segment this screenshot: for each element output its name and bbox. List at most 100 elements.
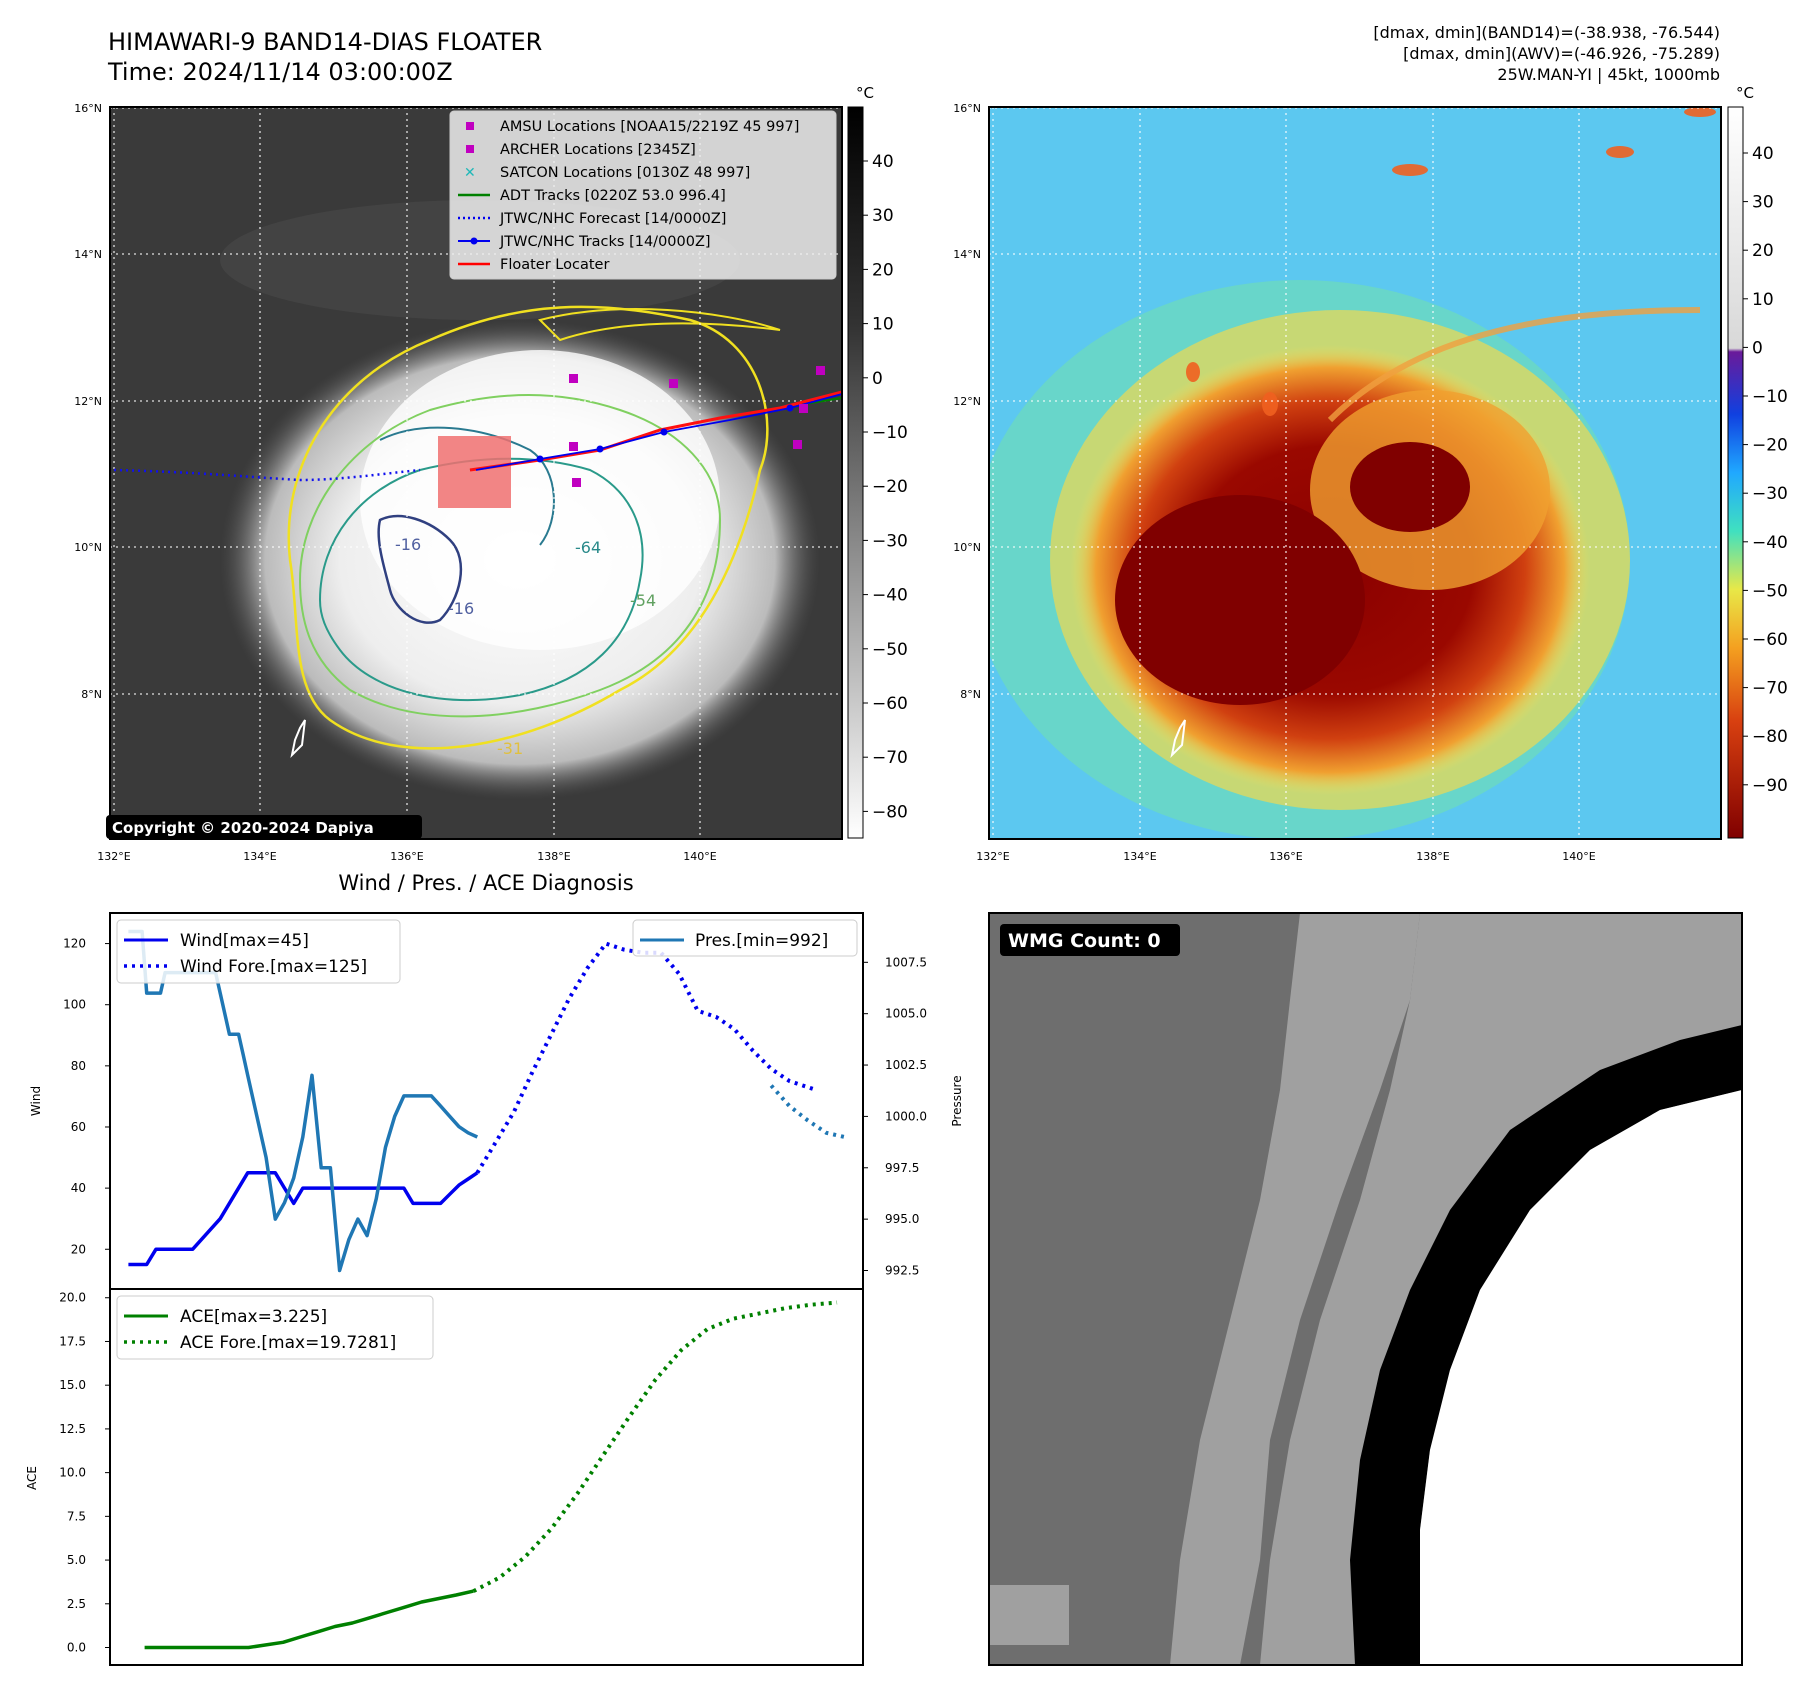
colorbar-tick-label: −20 [872,477,908,497]
outflow-band [1327,307,1701,423]
pres-fore-series [769,1084,846,1139]
ace-tick-label: 7.5 [67,1509,86,1523]
lat-label: 14°N [74,248,102,261]
ace-chart: 0.0 2.5 5.0 7.5 10.0 12.5 15.0 17.5 20.0 ACE ACE… [25,1288,864,1666]
legend-archer-marker [466,145,474,153]
diagnosis-title: Wind / Pres. / ACE Diagnosis [338,871,633,895]
colorbar-unit: °C [856,84,874,102]
pressure-tick-label: 1002.5 [885,1058,927,1072]
wind-tick-label: 60 [71,1120,86,1134]
ir-map-panel: -16 -16 -64 -54 -31 AMSU Locations [NOAA… [74,102,843,863]
lon-label: 132°E [97,850,130,863]
colorbar-gray: °C 40 30 20 10 0 −10 −20 −30 −40 −50 −60 −70 −80 [847,84,908,839]
island-outline [1170,719,1186,759]
info-band14: [dmax, dmin](BAND14)=(-38.938, -76.544) [1373,23,1720,42]
colorbar-tick-label: −20 [1752,436,1788,456]
lat-label: 8°N [960,688,981,701]
pressure-tick-label: 992.5 [885,1264,919,1278]
ace-tick-label: 10.0 [59,1466,86,1480]
pressure-tick-label: 1007.5 [885,955,927,969]
lon-label: 136°E [1269,850,1302,863]
legend-wind-fore: Wind Fore.[max=125] [180,957,367,977]
info-storm: 25W.MAN-YI | 45kt, 1000mb [1497,65,1720,84]
ace-tick-label: 5.0 [67,1553,86,1567]
contour-minus64 [318,457,644,701]
ace-tick-label: 12.5 [59,1422,86,1436]
legend-pressure: Pres.[min=992] [695,931,828,951]
colorbar-tick-label: −80 [872,802,908,822]
cold-top-north [1350,442,1470,532]
lat-label: 16°N [74,102,102,115]
pressure-tick-label: 997.5 [885,1161,919,1175]
jtwc-track-points [536,404,794,463]
colorbar-tick-label: −40 [872,586,908,606]
contour-label: -16 [395,535,421,554]
colorbar-tick-label: −30 [872,531,908,551]
ace-tick-label: 0.0 [67,1641,86,1655]
wmg-region-dark [1350,1025,1742,1665]
forecast-track [113,468,421,482]
colorbar-tick-label: 0 [872,369,883,389]
wind-tick-label: 100 [63,998,86,1012]
legend-ace: ACE[max=3.225] [180,1307,327,1327]
wind-axis-label: Wind [29,1086,43,1116]
lat-label: 10°N [74,541,102,554]
pressure-tick-label: 995.0 [885,1212,919,1226]
colorbar-tick-label: −30 [1752,484,1788,504]
contour-label: -64 [575,538,601,557]
lon-label: 138°E [1416,850,1449,863]
colorbar-tick-label: −40 [1752,533,1788,553]
wmg-frame [988,912,1743,1666]
lon-label: 134°E [243,850,276,863]
colorbar-tick-label: −50 [1752,581,1788,601]
colorbar-tick-label: −60 [872,694,908,714]
wmg-count: WMG Count: 0 [1008,930,1161,952]
ace-axis-label: ACE [25,1466,39,1490]
colorbar-tick-label: −70 [872,748,908,768]
lat-label: 10°N [953,541,981,554]
legend-item: SATCON Locations [0130Z 48 997] [500,165,750,181]
lon-label: 138°E [537,850,570,863]
colorbar-tick-label: −50 [872,640,908,660]
island-outline [290,719,306,759]
ace-legend: ACE[max=3.225] ACE Fore.[max=19.7281] [116,1295,434,1360]
legend-wind: Wind[max=45] [180,931,309,951]
colorbar-tick-label: 10 [872,315,894,335]
contour-minus31 [287,305,769,750]
legend-item: ARCHER Locations [2345Z] [500,142,696,158]
contour-label: -31 [497,739,523,758]
contour-label: -54 [630,591,656,610]
awv-map-panel: 16°N 14°N 12°N 10°N 8°N 132°E 134°E 136°… [953,102,1722,863]
archer-markers [569,366,825,487]
copyright: Copyright © 2020-2024 Dapiya [112,819,374,837]
map-legend: AMSU Locations [NOAA15/2219Z 45 997] ARC… [449,110,837,280]
wind-tick-label: 20 [71,1242,86,1256]
legend-jtwc-dot [470,237,478,245]
info-awv: [dmax, dmin](AWV)=(-46.926, -75.289) [1403,44,1720,63]
ace-fore-series [472,1300,838,1593]
wind-pressure-chart: 20 40 60 80 100 120 992.5 995.0 997.5 1000.0 1002… [29,912,964,1290]
legend-item: JTWC/NHC Forecast [14/0000Z] [499,211,726,227]
colorbar-tick-label: −80 [1752,727,1788,747]
wmg-region-white [1420,1090,1742,1665]
lon-label: 140°E [1562,850,1595,863]
colorbar-tick-label: 30 [1752,193,1774,213]
legend-item: ADT Tracks [0220Z 53.0 996.4] [500,188,726,204]
wind-tick-label: 40 [71,1181,86,1195]
map-grid [989,107,1721,839]
colorbar-tick-label: −10 [872,423,908,443]
legend-amsu-marker [466,122,474,130]
colorbar-tick-label: 40 [872,152,894,172]
colorbar-tick-label: 20 [872,260,894,280]
colorbar-tick-label: −90 [1752,776,1788,796]
colorbar-tick-label: 20 [1752,241,1774,261]
floater-box [438,436,511,508]
lat-label: 16°N [953,102,981,115]
ace-tick-label: 20.0 [59,1291,86,1305]
ace-tick-label: 2.5 [67,1597,86,1611]
wmg-count-box [1000,924,1180,956]
lat-label: 8°N [81,688,102,701]
colorbar-tick-label: 30 [872,206,894,226]
pressure-tick-label: 1000.0 [885,1109,927,1123]
